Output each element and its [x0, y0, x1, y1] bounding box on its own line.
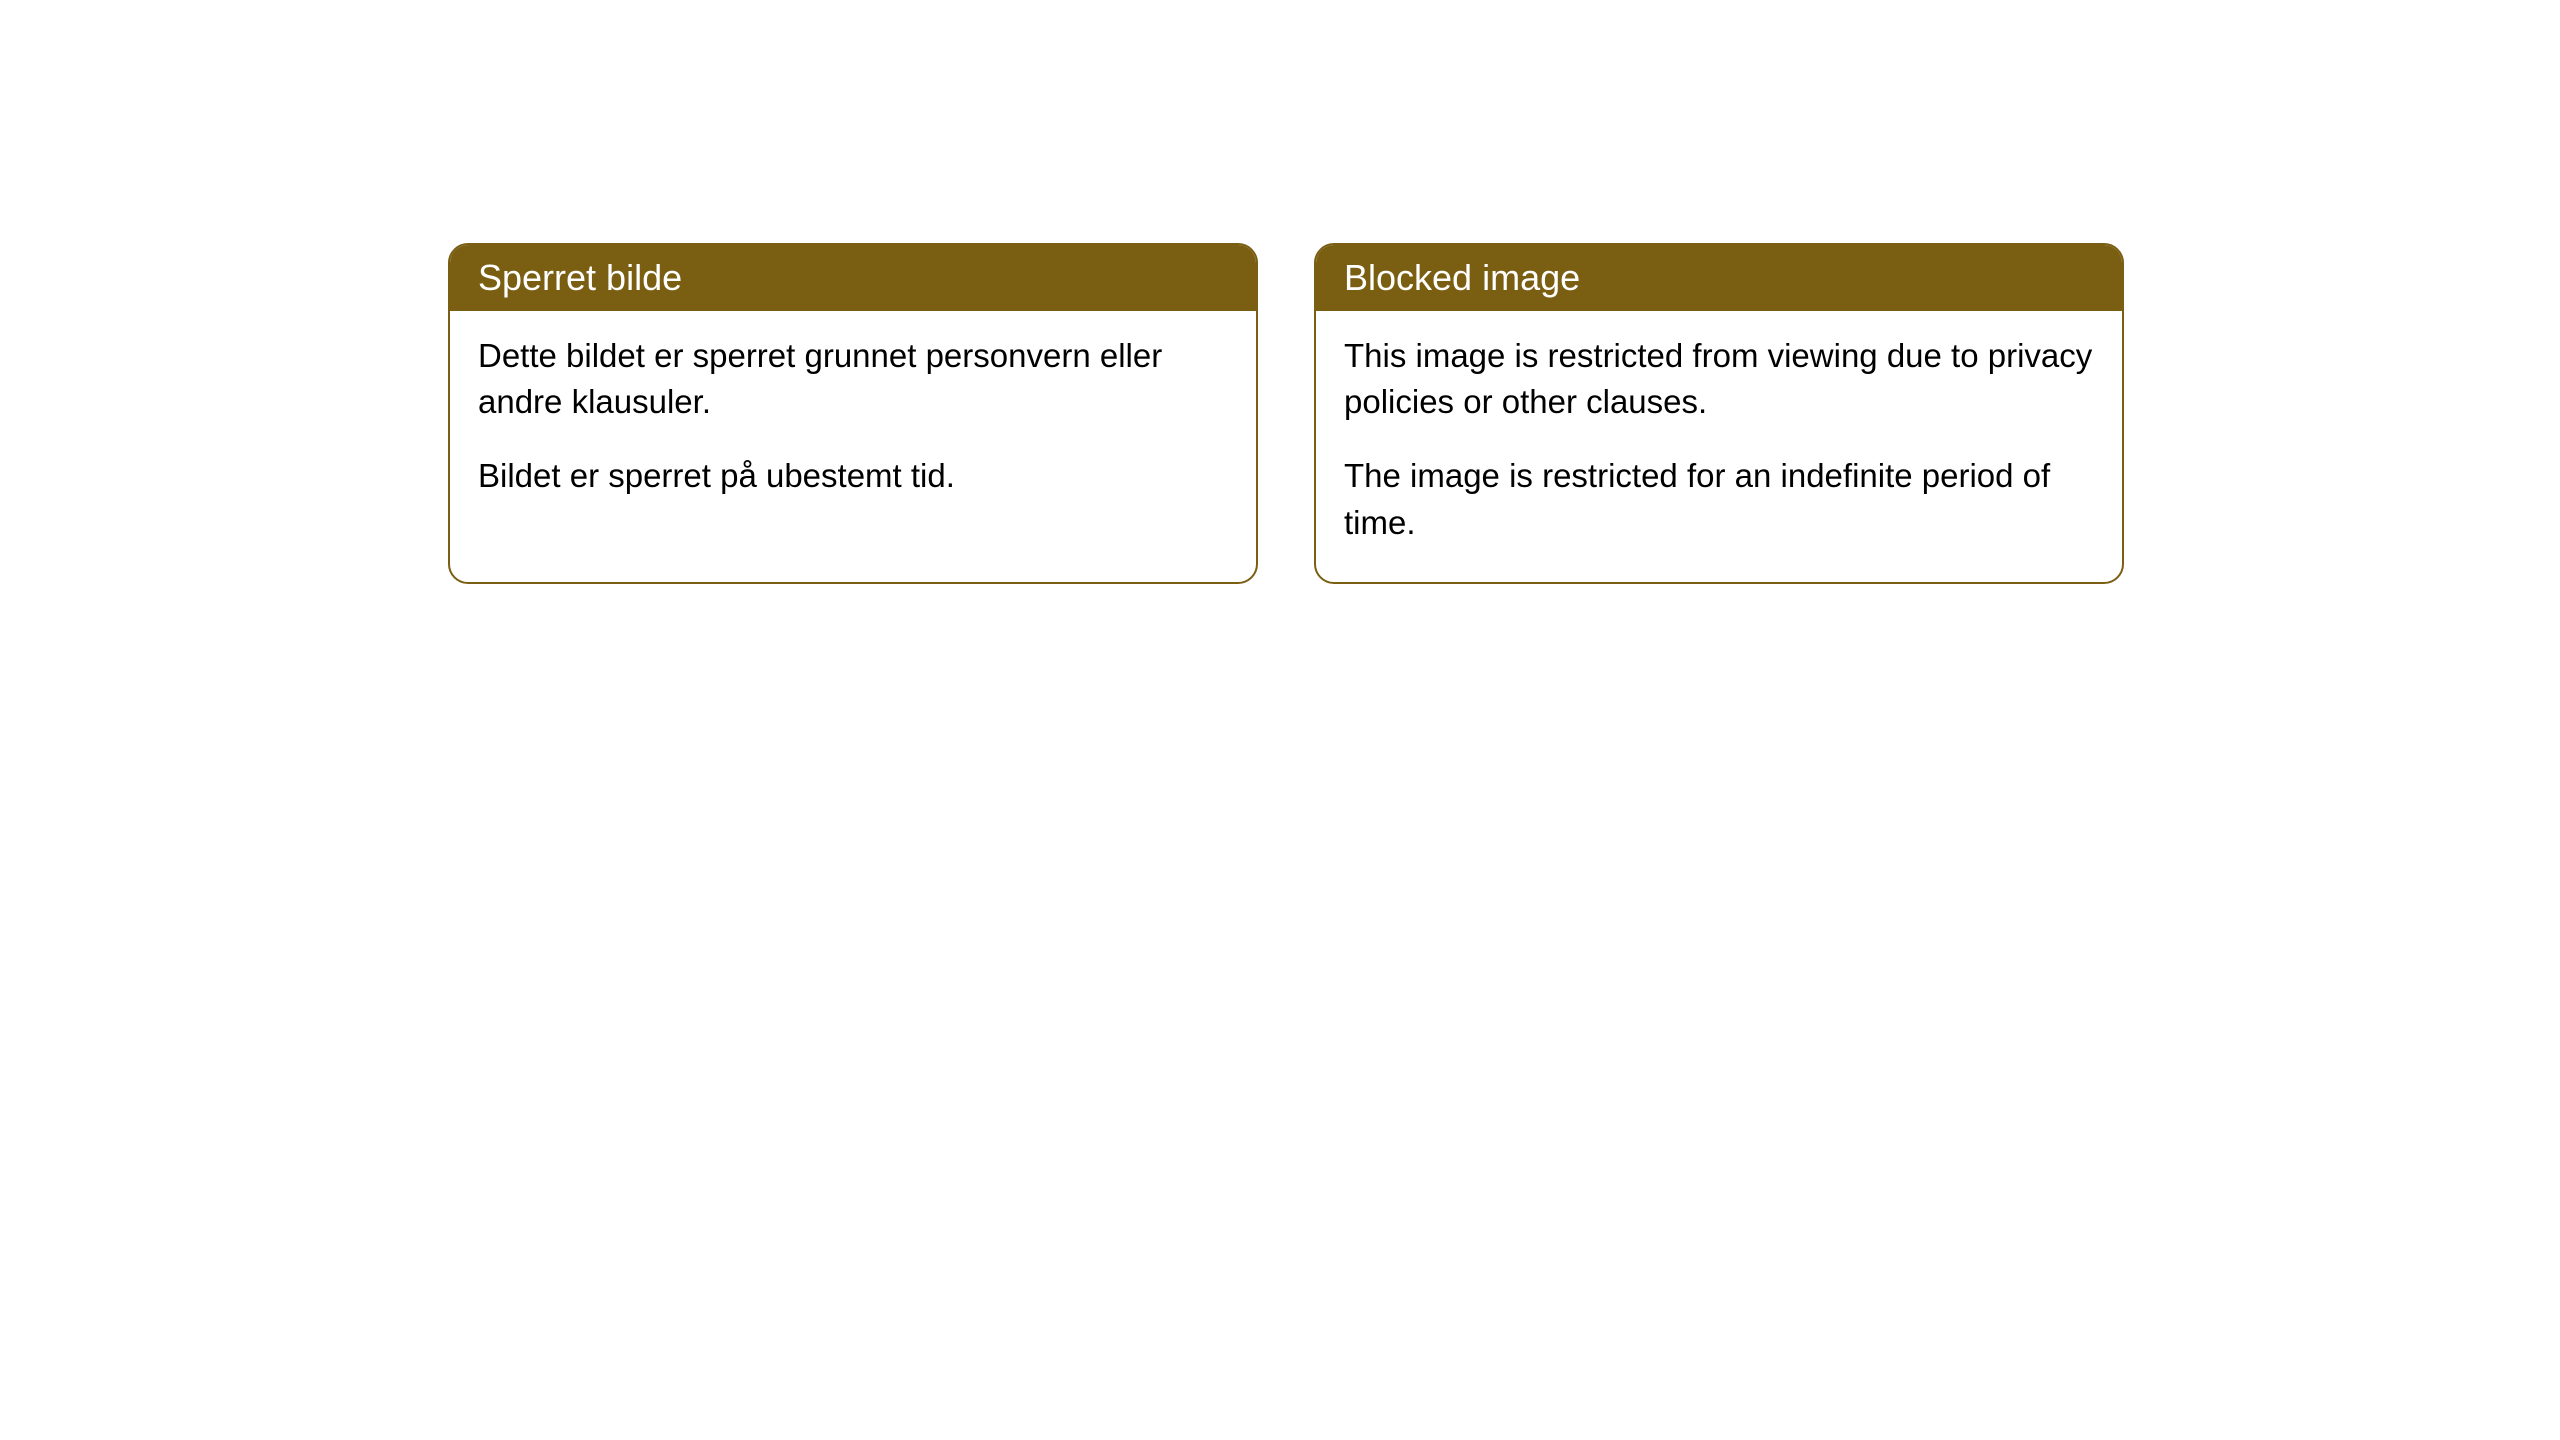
card-title-english: Blocked image — [1344, 257, 1580, 298]
blocked-image-card-english: Blocked image This image is restricted f… — [1314, 243, 2124, 584]
card-header-english: Blocked image — [1316, 245, 2122, 311]
card-body-english: This image is restricted from viewing du… — [1316, 311, 2122, 582]
card-paragraph-2-english: The image is restricted for an indefinit… — [1344, 453, 2094, 545]
card-title-norwegian: Sperret bilde — [478, 257, 682, 298]
card-header-norwegian: Sperret bilde — [450, 245, 1256, 311]
card-paragraph-1-norwegian: Dette bildet er sperret grunnet personve… — [478, 333, 1228, 425]
card-body-norwegian: Dette bildet er sperret grunnet personve… — [450, 311, 1256, 536]
card-paragraph-2-norwegian: Bildet er sperret på ubestemt tid. — [478, 453, 1228, 499]
notice-cards-container: Sperret bilde Dette bildet er sperret gr… — [0, 0, 2560, 584]
blocked-image-card-norwegian: Sperret bilde Dette bildet er sperret gr… — [448, 243, 1258, 584]
card-paragraph-1-english: This image is restricted from viewing du… — [1344, 333, 2094, 425]
